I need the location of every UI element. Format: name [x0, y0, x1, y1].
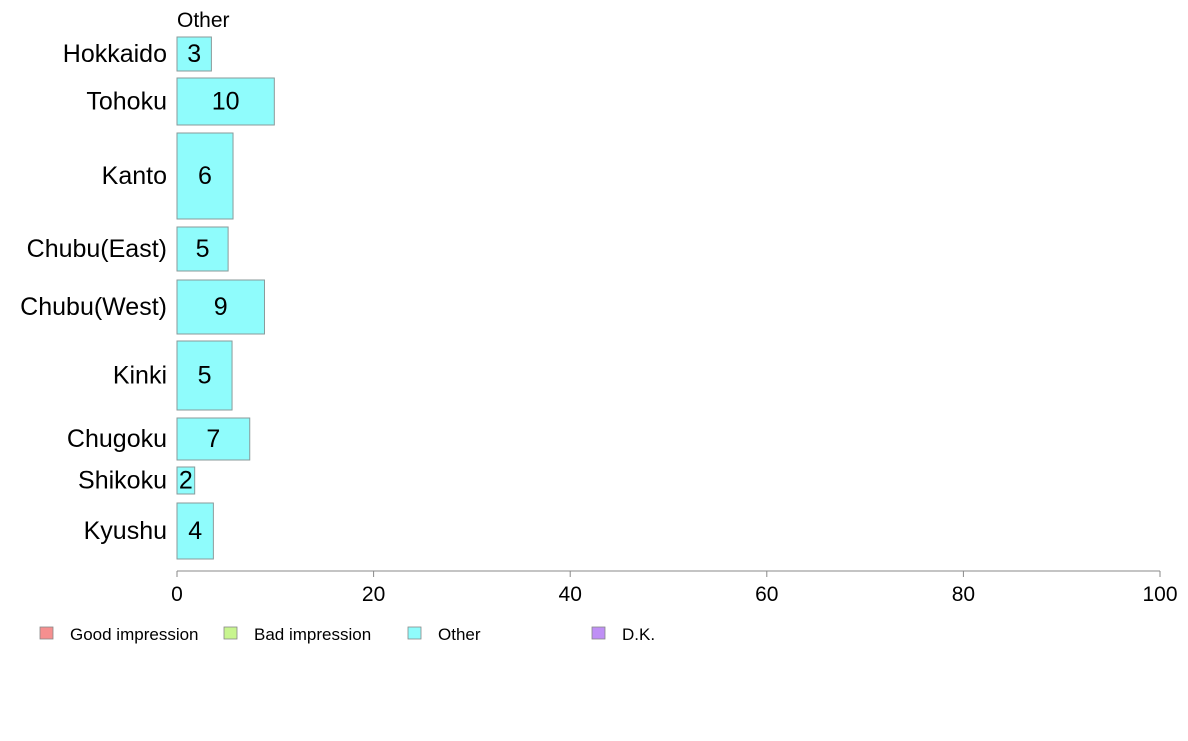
bar	[176, 417, 251, 461]
category-label: Hokkaido	[63, 40, 167, 68]
legend-swatch	[591, 626, 606, 640]
category-label: Kyushu	[84, 517, 167, 545]
category-label: Chugoku	[67, 425, 167, 453]
category-label: Kinki	[113, 362, 167, 390]
x-tick-label: 60	[755, 583, 778, 606]
bar	[176, 340, 233, 411]
category-label: Tohoku	[86, 88, 167, 116]
bar-value-label: 5	[196, 235, 210, 263]
legend-swatch	[223, 626, 238, 640]
legend: Good impression Bad impression Other D.K.	[39, 625, 655, 644]
bar-value-label: 3	[187, 40, 201, 68]
category-label: Shikoku	[78, 467, 167, 495]
bars-group: Hokkaido 3 Tohoku 10 Kanto 6 Chubu(East) 5 Chubu…	[20, 36, 275, 560]
bar	[176, 279, 265, 335]
bar-value-label: 6	[198, 162, 212, 190]
bar	[176, 77, 275, 126]
bar-value-label: 2	[179, 467, 193, 495]
bar-value-label: 10	[212, 88, 240, 116]
legend-label: Other	[438, 625, 481, 644]
legend-label: Bad impression	[254, 625, 371, 644]
bar	[176, 466, 196, 495]
bar	[176, 226, 229, 272]
bar	[176, 502, 214, 560]
x-tick-label: 0	[171, 583, 183, 606]
bar	[176, 132, 234, 220]
legend-label: Good impression	[70, 625, 199, 644]
bar	[176, 36, 212, 72]
bar-value-label: 5	[198, 362, 212, 390]
x-tick-label: 100	[1142, 583, 1177, 606]
category-label: Chubu(East)	[27, 235, 167, 263]
bar-value-label: 9	[214, 293, 228, 321]
legend-swatch	[39, 626, 54, 640]
x-tick-label: 40	[559, 583, 582, 606]
category-label: Chubu(West)	[20, 293, 167, 321]
x-tick-label: 20	[362, 583, 385, 606]
bar-value-label: 4	[188, 517, 202, 545]
legend-label: D.K.	[622, 625, 655, 644]
bar-value-label: 7	[206, 425, 220, 453]
category-label: Kanto	[102, 162, 167, 190]
x-axis: 0 20 40 60 80 100	[171, 570, 1178, 606]
legend-swatch	[407, 626, 422, 640]
panel-title: Other	[177, 9, 230, 32]
x-tick-label: 80	[952, 583, 975, 606]
